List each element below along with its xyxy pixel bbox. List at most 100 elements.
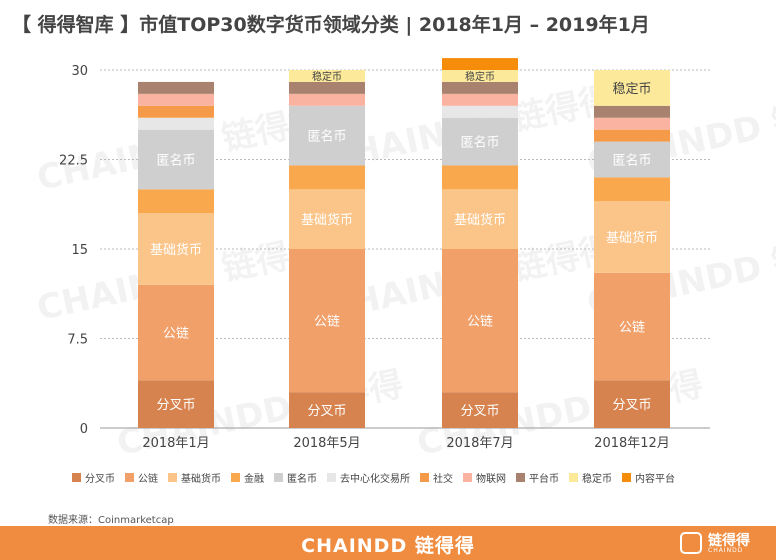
bar-segment [594,141,670,178]
legend-item: 去中心化交易所 [327,470,410,485]
bar-segment [594,129,670,142]
bar-segment [594,117,670,130]
legend-item: 内容平台 [622,470,675,485]
bar-segment [138,105,214,118]
bar-segment [594,70,670,106]
legend-swatch [622,473,631,482]
segment-label: 分叉币 [460,404,499,419]
legend-item: 公链 [125,470,158,485]
legend-label: 金融 [244,474,264,485]
bar-segment [289,70,365,82]
x-tick-label: 2018年5月 [293,436,360,451]
legend-item: 分叉币 [72,470,115,485]
legend-item: 匿名币 [274,470,317,485]
x-tick-label: 2018年7月 [446,436,513,451]
footer-brand: CHAINDD 链得得 [301,535,475,557]
legend-label: 社交 [433,474,453,485]
legend-label: 公链 [138,474,158,485]
segment-label: 稳定币 [312,70,342,83]
bar-segment [442,58,518,70]
segment-label: 稳定币 [612,81,651,97]
x-tick-label: 2018年1月 [142,436,209,451]
legend-label: 基础货币 [181,474,221,485]
legend-item: 基础货币 [168,470,221,485]
bar-segment [442,93,518,106]
segment-label: 基础货币 [150,242,202,258]
bar-segment [442,105,518,118]
bar-segment [289,392,365,428]
legend-label: 匿名币 [287,474,317,485]
segment-label: 基础货币 [454,212,506,228]
bar-segment [289,105,365,166]
segment-label: 基础货币 [606,230,658,246]
bar-segment [138,129,214,190]
segment-label: 分叉币 [612,398,651,413]
legend-label: 去中心化交易所 [340,474,410,485]
segment-label: 分叉币 [307,404,346,419]
footer-bar: CHAINDD 链得得 链得得 CHAINDD [0,526,776,560]
bar-segment [289,81,365,94]
legend-label: 平台币 [529,474,559,485]
segment-label: 公链 [314,315,340,330]
bar-segment [138,189,214,214]
legend-swatch [168,473,177,482]
legend-label: 内容平台 [635,474,675,485]
logo-icon [680,532,702,554]
bar-segment [594,105,670,118]
legend-swatch [569,473,578,482]
bar-segment [442,392,518,428]
legend-label: 分叉币 [85,474,115,485]
bar-segment [442,189,518,249]
logo-text: 链得得 [708,533,750,549]
bar-segment [138,81,214,94]
legend-swatch [274,473,283,482]
legend-label: 物联网 [476,474,506,485]
segment-label: 基础货币 [301,212,353,228]
x-axis: 2018年1月 2018年5月 2018年7月 2018年12月 [142,436,670,451]
chart-title: 【 得得智库 】市值TOP30数字货币领域分类 | 2018年1月 – 2019… [12,14,650,36]
bar-segment [594,272,670,381]
bar-segment [442,249,518,393]
legend-swatch [463,473,472,482]
bar-segment [138,213,214,285]
y-tick-label: 0 [80,422,88,437]
segment-label: 匿名币 [307,129,346,145]
legend-item: 金融 [231,470,264,485]
footer-logo: 链得得 CHAINDD [680,530,766,556]
legend-swatch [125,473,134,482]
logo-subtext: CHAINDD [708,547,744,554]
legend-label: 稳定币 [582,474,612,485]
y-tick-label: 30 [71,64,88,79]
segment-label: 公链 [467,315,493,330]
legend-item: 平台币 [516,470,559,485]
segment-label: 分叉币 [156,398,195,413]
bar-segment [289,189,365,249]
segment-label: 匿名币 [612,153,651,169]
bar-segment [442,70,518,82]
legend-swatch [516,473,525,482]
bar-segment [289,165,365,190]
bar-segment [594,380,670,428]
legend-swatch [231,473,240,482]
bar-segment [138,117,214,130]
legend-item: 物联网 [463,470,506,485]
legend-swatch [72,473,81,482]
bar-segment [289,93,365,106]
bar-segment [138,284,214,381]
bar-segment [138,93,214,106]
y-axis: 0 7.5 15 22.5 30 [59,64,88,437]
legend: 分叉币 公链 基础货币 金融 匿名币 去中心化交易所 社交 物联网 平台币 稳定币 内容平台 [72,470,732,485]
segment-label: 公链 [619,321,645,336]
bar-segment [442,165,518,190]
y-tick-label: 7.5 [67,333,88,348]
legend-swatch [420,473,429,482]
bar-segment [138,380,214,428]
bar-segment [594,201,670,273]
bar-segment [442,117,518,166]
legend-item: 社交 [420,470,453,485]
data-source: 数据来源：Coinmarketcap [48,515,174,526]
segment-label: 公链 [163,327,189,342]
segment-label: 匿名币 [460,135,499,151]
segment-label: 稳定币 [465,70,495,83]
